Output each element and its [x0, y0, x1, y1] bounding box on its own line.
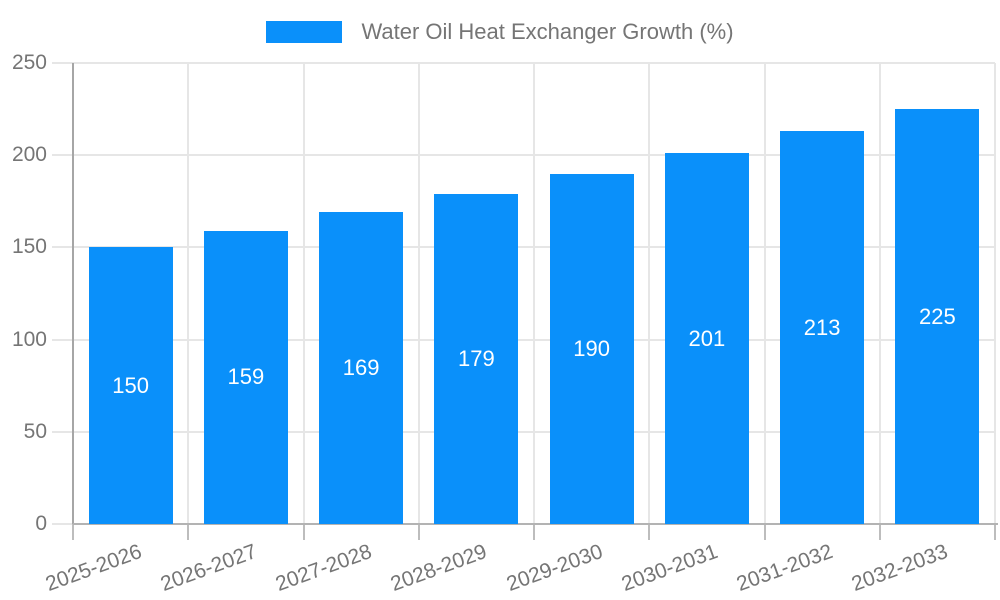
x-tick — [72, 524, 74, 540]
legend[interactable]: Water Oil Heat Exchanger Growth (%) — [0, 16, 1000, 48]
gridline-vertical — [302, 63, 305, 524]
bar-value-label: 150 — [112, 372, 149, 398]
gridline-vertical — [994, 63, 996, 524]
y-tick — [52, 430, 73, 433]
x-tick — [417, 524, 420, 540]
bar-value-label: 179 — [458, 345, 495, 371]
bar-value-label: 213 — [803, 314, 841, 340]
gridline-vertical — [763, 63, 766, 524]
gridline-vertical — [648, 63, 651, 524]
bar[interactable]: 201 — [664, 153, 749, 524]
x-tick — [533, 524, 535, 540]
y-tick — [52, 523, 73, 525]
y-tick-label: 200 — [11, 143, 47, 167]
y-axis-line — [72, 63, 74, 524]
y-tick-label: 50 — [23, 419, 47, 443]
x-tick — [648, 524, 651, 540]
bar[interactable]: 159 — [203, 230, 288, 524]
gridline-vertical — [187, 63, 190, 524]
bar[interactable]: 150 — [88, 247, 173, 524]
y-tick-label: 100 — [11, 327, 47, 351]
y-tick — [52, 338, 73, 341]
legend-swatch — [266, 21, 343, 43]
bar-value-label: 190 — [573, 335, 610, 361]
y-tick-label: 150 — [11, 235, 47, 259]
bar-value-label: 159 — [227, 364, 265, 390]
y-tick-label: 0 — [35, 512, 47, 535]
x-axis-line — [73, 523, 998, 525]
bar-value-label: 225 — [919, 303, 956, 329]
x-tick — [763, 524, 766, 540]
gridline-vertical — [878, 63, 881, 524]
y-tick — [52, 62, 73, 64]
bar[interactable]: 225 — [895, 109, 980, 524]
gridline-vertical — [417, 63, 420, 524]
bar-value-label: 201 — [688, 325, 726, 351]
y-tick — [52, 154, 73, 157]
bar[interactable]: 190 — [549, 173, 634, 524]
x-tick — [878, 524, 881, 540]
bar[interactable]: 213 — [780, 131, 865, 524]
bar[interactable]: 179 — [434, 193, 519, 524]
x-tick — [187, 524, 190, 540]
y-tick — [52, 246, 73, 249]
legend-label: Water Oil Heat Exchanger Growth (%) — [361, 19, 734, 44]
y-tick-label: 250 — [11, 51, 47, 74]
x-tick — [302, 524, 305, 540]
x-tick — [994, 524, 996, 540]
bar-value-label: 169 — [342, 355, 380, 381]
bar[interactable]: 169 — [319, 212, 404, 524]
gridline-vertical — [533, 63, 535, 524]
